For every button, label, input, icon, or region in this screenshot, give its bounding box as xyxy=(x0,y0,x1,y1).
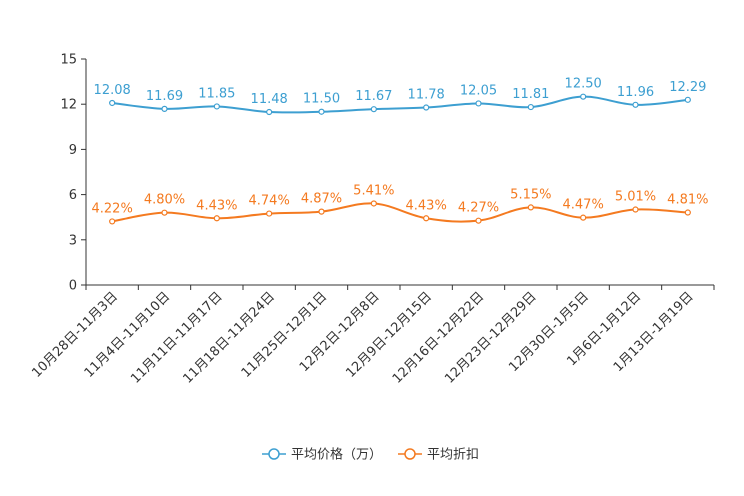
data-point xyxy=(370,200,377,207)
series-line xyxy=(112,202,688,223)
data-point xyxy=(266,108,273,116)
data-point xyxy=(684,209,691,216)
data-label: 12.29 xyxy=(669,80,706,95)
data-point xyxy=(580,93,587,100)
legend[interactable]: 平均价格（万） 平均折扣 xyxy=(262,447,479,463)
series-group: 12.08 11.69 11.85 11.48 11.50 11.67 11.78 12.05… xyxy=(92,77,708,225)
data-point xyxy=(527,103,534,111)
data-point xyxy=(161,105,168,112)
legend-label: 平均价格（万） xyxy=(291,447,382,463)
y-tick-label: 6 xyxy=(69,188,77,203)
data-label: 11.50 xyxy=(303,92,340,107)
data-label: 11.85 xyxy=(198,86,235,101)
x-tick-label: 12月23日-12月29日 xyxy=(442,289,539,386)
data-point xyxy=(475,217,482,224)
legend-label: 平均折扣 xyxy=(427,448,479,463)
legend-circle-icon xyxy=(404,448,416,460)
x-tick-label: 10月28日-11月3日 xyxy=(29,289,121,381)
data-label: 4.74% xyxy=(249,194,290,209)
legend-item-2[interactable]: 平均折扣 xyxy=(398,448,479,463)
series-1: 12.08 11.69 11.85 11.48 11.50 11.67 11.78 12.05… xyxy=(94,77,706,116)
data-point xyxy=(109,99,116,107)
data-label: 11.48 xyxy=(251,92,288,107)
y-tick-label: 15 xyxy=(60,53,77,68)
data-point xyxy=(318,208,325,215)
series-2: 4.22% 4.80% 4.43% 4.74% 4.87% 5.41% 4.43% 4.27%… xyxy=(92,183,708,225)
data-label: 11.69 xyxy=(146,89,183,104)
data-point xyxy=(684,96,691,103)
data-point xyxy=(370,106,377,113)
y-axis-group: 0 3 6 9 12 15 xyxy=(60,53,87,294)
data-label: 4.81% xyxy=(667,193,708,208)
data-point xyxy=(423,104,430,111)
x-tick-label: 11月18日-11月24日 xyxy=(181,289,278,386)
data-point xyxy=(423,215,430,222)
y-tick-label: 0 xyxy=(69,279,77,294)
data-point xyxy=(318,108,325,115)
data-point xyxy=(213,103,220,110)
data-label: 11.81 xyxy=(512,87,549,102)
data-label: 5.41% xyxy=(353,183,394,198)
data-label: 4.87% xyxy=(301,192,342,207)
data-point xyxy=(527,204,534,211)
data-label: 5.01% xyxy=(615,190,656,205)
data-label: 12.50 xyxy=(565,77,602,92)
data-label: 4.27% xyxy=(458,201,499,216)
data-label: 11.78 xyxy=(408,88,445,103)
data-point xyxy=(213,215,220,222)
data-label: 4.80% xyxy=(144,193,185,208)
x-tick-label: 11月11日-11月17日 xyxy=(128,289,225,386)
data-point xyxy=(580,214,587,221)
y-tick-label: 9 xyxy=(69,143,77,158)
data-label: 12.08 xyxy=(94,83,131,98)
x-axis-group: 10月28日-11月3日11月4日-11月10日11月11日-11月17日11月… xyxy=(29,284,715,387)
data-point xyxy=(266,210,273,217)
series-line xyxy=(112,95,688,114)
data-label: 11.67 xyxy=(355,89,392,104)
data-point xyxy=(109,218,116,225)
data-label: 5.15% xyxy=(510,187,551,202)
data-label: 4.43% xyxy=(406,198,447,213)
data-point xyxy=(161,209,168,216)
legend-circle-icon xyxy=(268,448,280,460)
legend-item-1[interactable]: 平均价格（万） xyxy=(262,447,382,463)
data-point xyxy=(632,206,639,213)
y-tick-label: 3 xyxy=(69,233,77,248)
data-label: 4.43% xyxy=(196,198,237,213)
y-tick-label: 12 xyxy=(60,98,77,113)
data-label: 12.05 xyxy=(460,83,497,98)
data-label: 11.96 xyxy=(617,85,654,100)
x-tick-label: 12月16日-12月22日 xyxy=(390,289,487,386)
data-label: 4.22% xyxy=(92,201,133,216)
data-point xyxy=(475,100,482,107)
data-label: 4.47% xyxy=(563,198,604,213)
data-point xyxy=(632,101,639,108)
